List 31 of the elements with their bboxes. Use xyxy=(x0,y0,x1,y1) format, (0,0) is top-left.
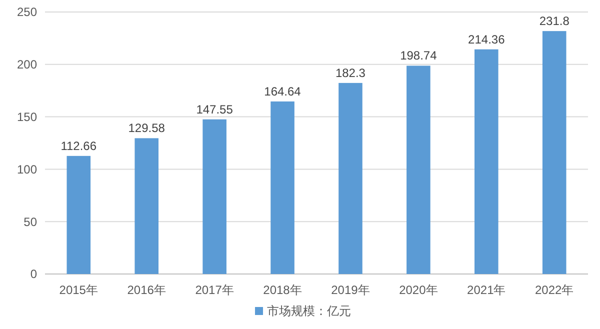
y-tick-label: 0 xyxy=(30,267,38,282)
data-label: 214.36 xyxy=(468,32,506,46)
bar xyxy=(474,49,498,274)
bar xyxy=(134,138,158,274)
x-tick-label: 2017年 xyxy=(195,283,234,297)
bar xyxy=(338,82,362,274)
data-label: 147.55 xyxy=(196,102,234,116)
bar xyxy=(406,66,430,274)
y-tick-label: 150 xyxy=(16,110,38,124)
data-label: 198.74 xyxy=(400,48,438,63)
bar xyxy=(542,31,566,274)
y-tick-label: 200 xyxy=(16,58,38,72)
data-label: 231.8 xyxy=(539,14,570,28)
legend-label: 市场规模：亿元 xyxy=(267,304,351,318)
x-tick-label: 2021年 xyxy=(467,283,506,297)
x-tick-label: 2018年 xyxy=(263,283,302,297)
data-label: 129.58 xyxy=(128,121,166,136)
x-tick-label: 2015年 xyxy=(59,283,98,297)
x-tick-label: 2019年 xyxy=(331,283,370,297)
bar xyxy=(270,101,294,274)
y-tick-label: 250 xyxy=(16,5,38,20)
data-label: 182.3 xyxy=(335,66,366,80)
x-tick-label: 2020年 xyxy=(399,283,438,297)
x-tick-label: 2022年 xyxy=(535,283,574,297)
data-label: 164.64 xyxy=(264,84,302,98)
y-tick-label: 50 xyxy=(24,214,38,229)
bar xyxy=(66,156,91,274)
y-tick-label: 100 xyxy=(16,162,38,176)
x-tick-label: 2016年 xyxy=(127,283,166,297)
data-label: 112.66 xyxy=(60,138,97,153)
bar xyxy=(202,119,226,274)
